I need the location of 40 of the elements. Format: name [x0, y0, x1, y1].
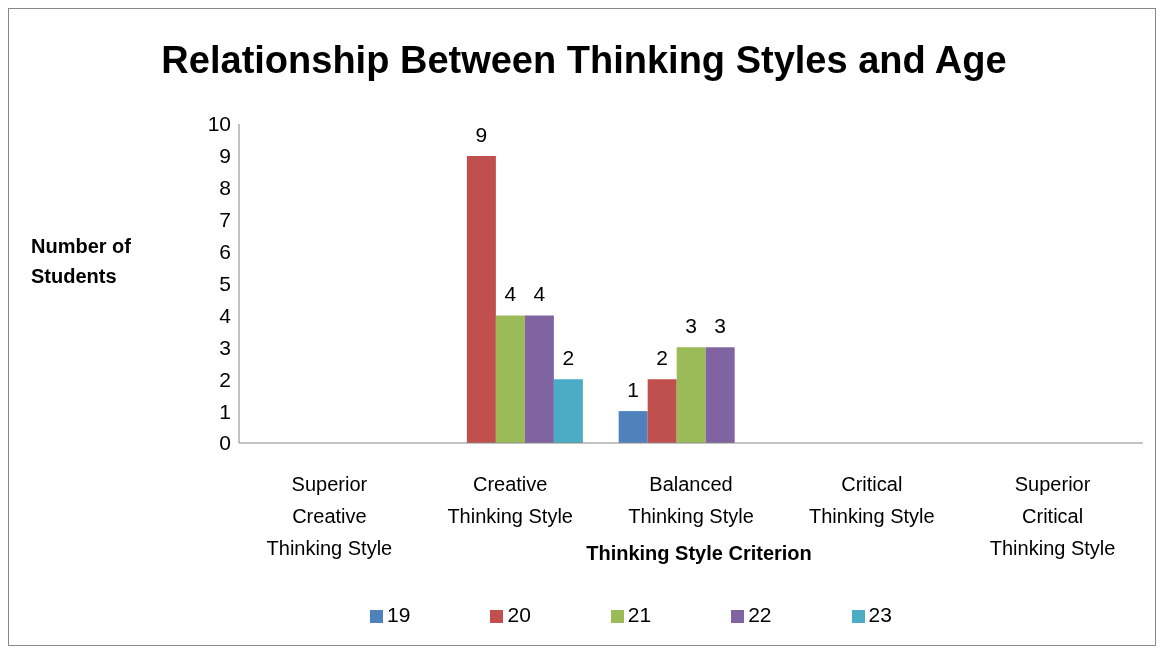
legend-label: 22: [748, 603, 772, 626]
data-label: 4: [533, 282, 546, 306]
data-label: 2: [562, 346, 575, 370]
bar: [553, 379, 583, 443]
x-axis-title: Thinking Style Criterion: [586, 542, 812, 564]
x-tick-label: Balanced Thinking Style: [628, 473, 754, 527]
y-tick-label: 7: [219, 208, 231, 232]
y-tick-label: 3: [219, 335, 231, 359]
y-tick-label: 0: [219, 431, 231, 455]
legend-label: 21: [627, 603, 652, 626]
bar: [705, 347, 735, 443]
data-label: 9: [475, 122, 488, 146]
y-tick-label: 2: [219, 367, 231, 391]
bar: [524, 315, 554, 443]
x-tick-label: Superior Critical Thinking Style: [989, 473, 1116, 559]
legend-label: 20: [507, 603, 531, 626]
y-tick-label: 1: [219, 399, 231, 423]
data-label: 3: [685, 314, 698, 338]
chart-title: Relationship Between Thinking Styles and Age: [160, 39, 1008, 82]
y-tick-label: 4: [219, 303, 232, 327]
x-tick-label: Critical Thinking Style: [808, 473, 935, 527]
legend-label: 23: [868, 603, 892, 626]
y-tick-label: 6: [219, 240, 231, 264]
bar: [618, 411, 648, 443]
bar: [676, 347, 706, 443]
data-label: 2: [656, 346, 669, 370]
y-tick-label: 10: [207, 112, 231, 136]
data-label: 4: [504, 282, 517, 306]
y-tick-label: 8: [219, 176, 231, 200]
data-label: 1: [627, 378, 640, 402]
y-tick-label: 5: [219, 271, 231, 295]
legend-label: 19: [387, 603, 411, 626]
x-tick-label: Creative Thinking Style: [447, 473, 574, 527]
bar: [495, 315, 525, 443]
bar: [466, 155, 496, 443]
y-axis-title: Number of Students: [31, 234, 132, 289]
bar: [647, 379, 677, 443]
x-tick-label: Superior Creative Thinking Style: [266, 473, 393, 559]
data-label: 3: [714, 314, 727, 338]
y-tick-label: 9: [219, 144, 231, 168]
